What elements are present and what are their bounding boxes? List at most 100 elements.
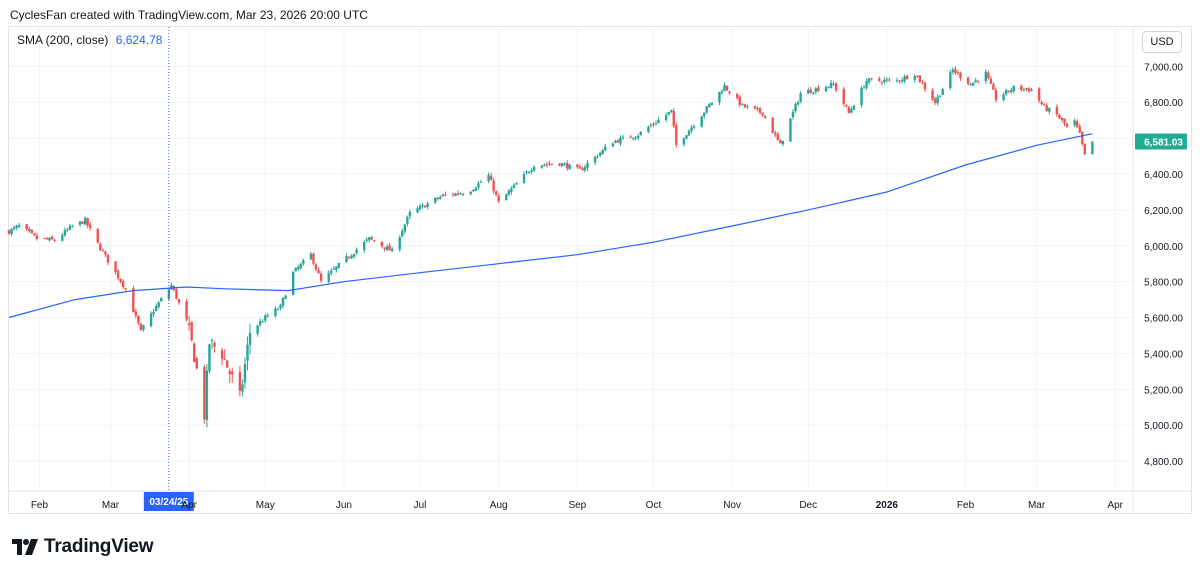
legend-sma-value: 6,624.78 — [115, 33, 163, 47]
x-tick-label: Feb — [31, 500, 49, 511]
y-tick-label: 5,400.00 — [1144, 349, 1183, 360]
candle-body — [614, 140, 617, 143]
candle-body — [355, 249, 358, 254]
candle-body — [494, 191, 498, 195]
candle-body — [246, 344, 249, 361]
candle-body — [474, 187, 478, 191]
candle-body — [71, 225, 74, 227]
candle-body — [540, 165, 544, 168]
candle-body — [152, 311, 155, 314]
candle-body — [345, 256, 348, 263]
x-tick-label: Feb — [957, 500, 975, 511]
candle-body — [489, 175, 493, 181]
candle-body — [794, 104, 797, 112]
x-tick-label: Dec — [799, 500, 817, 511]
candle-body — [319, 273, 323, 281]
x-tick-label: Sep — [568, 500, 586, 511]
candle-body — [738, 96, 741, 105]
candle-body — [718, 91, 721, 103]
y-tick-label: 5,600.00 — [1144, 314, 1183, 325]
candle-body — [434, 197, 437, 203]
candle-body — [350, 255, 353, 259]
candle-body — [758, 108, 762, 113]
grid-lines — [9, 26, 1191, 513]
candle-body — [444, 194, 447, 196]
candle-body — [692, 126, 696, 128]
x-tick-label: Aug — [490, 500, 508, 511]
candle-body — [809, 89, 812, 93]
candle-body — [213, 342, 216, 347]
currency-button[interactable]: USD — [1142, 31, 1182, 53]
y-tick-label: 6,200.00 — [1144, 206, 1183, 217]
candle-body — [302, 260, 305, 264]
candle-body — [48, 237, 51, 241]
candle-body — [936, 96, 939, 104]
candle-body — [913, 75, 916, 80]
candle-body — [436, 198, 439, 200]
tradingview-logo-text: TradingView — [44, 536, 154, 557]
indicator-legend[interactable]: SMA (200, close) 6,624.78 — [17, 33, 162, 47]
candle-body — [365, 239, 368, 241]
candle-body — [649, 125, 653, 127]
candle-body — [1078, 126, 1081, 133]
candle-body — [781, 140, 785, 145]
candle-body — [994, 89, 998, 100]
chart-credit: CyclesFan created with TradingView.com, … — [10, 8, 368, 22]
candle-body — [330, 270, 333, 274]
candle-body — [193, 343, 196, 363]
candle-body — [258, 321, 262, 325]
candle-body — [68, 225, 72, 230]
candle-body — [563, 163, 566, 165]
candle-body — [687, 130, 691, 136]
candle-body — [53, 239, 56, 241]
candle-body — [380, 241, 384, 247]
candle-body — [548, 163, 551, 165]
candle-body — [900, 80, 904, 82]
candle-body — [154, 306, 158, 311]
candle-body — [667, 112, 670, 115]
candle-body — [895, 80, 899, 82]
candle-body — [581, 168, 584, 171]
candle-body — [469, 191, 472, 195]
candle-body — [327, 273, 330, 282]
candle-body — [177, 298, 181, 303]
candle-body — [969, 84, 972, 86]
candle-body — [403, 224, 407, 232]
candle-body — [106, 254, 110, 263]
candle-body — [725, 86, 729, 91]
candle-body — [279, 304, 282, 309]
last-price-badge — [1135, 133, 1187, 150]
candle-body — [629, 136, 632, 138]
candle-body — [878, 78, 881, 81]
candle-body — [763, 115, 767, 118]
candle-body — [817, 87, 820, 91]
candle-body — [954, 69, 957, 73]
candle-body — [261, 321, 264, 323]
candle-body — [423, 205, 427, 208]
y-tick-label: 5,200.00 — [1144, 385, 1183, 396]
candle-body — [228, 370, 231, 375]
candle-body — [639, 131, 642, 135]
candle-body — [220, 350, 224, 359]
candle-body — [621, 136, 625, 138]
candle-body — [543, 164, 546, 166]
candle-body — [406, 217, 409, 225]
candle-body — [796, 101, 800, 105]
candle-body — [461, 194, 465, 196]
tradingview-logo[interactable]: TradingView — [12, 536, 154, 558]
candle-body — [264, 315, 267, 321]
candle-body — [190, 321, 193, 341]
candle-body — [12, 227, 16, 229]
candle-body — [1065, 123, 1069, 127]
candle-body — [616, 140, 620, 143]
candle-body — [761, 112, 764, 116]
candle-body — [578, 166, 582, 169]
candle-body — [81, 221, 84, 224]
candle-body — [408, 211, 412, 217]
candle-body — [522, 173, 526, 183]
candle-body — [883, 79, 886, 82]
x-tick-label: 2026 — [876, 500, 899, 511]
candle-body — [78, 221, 82, 225]
candle-body — [388, 245, 391, 251]
